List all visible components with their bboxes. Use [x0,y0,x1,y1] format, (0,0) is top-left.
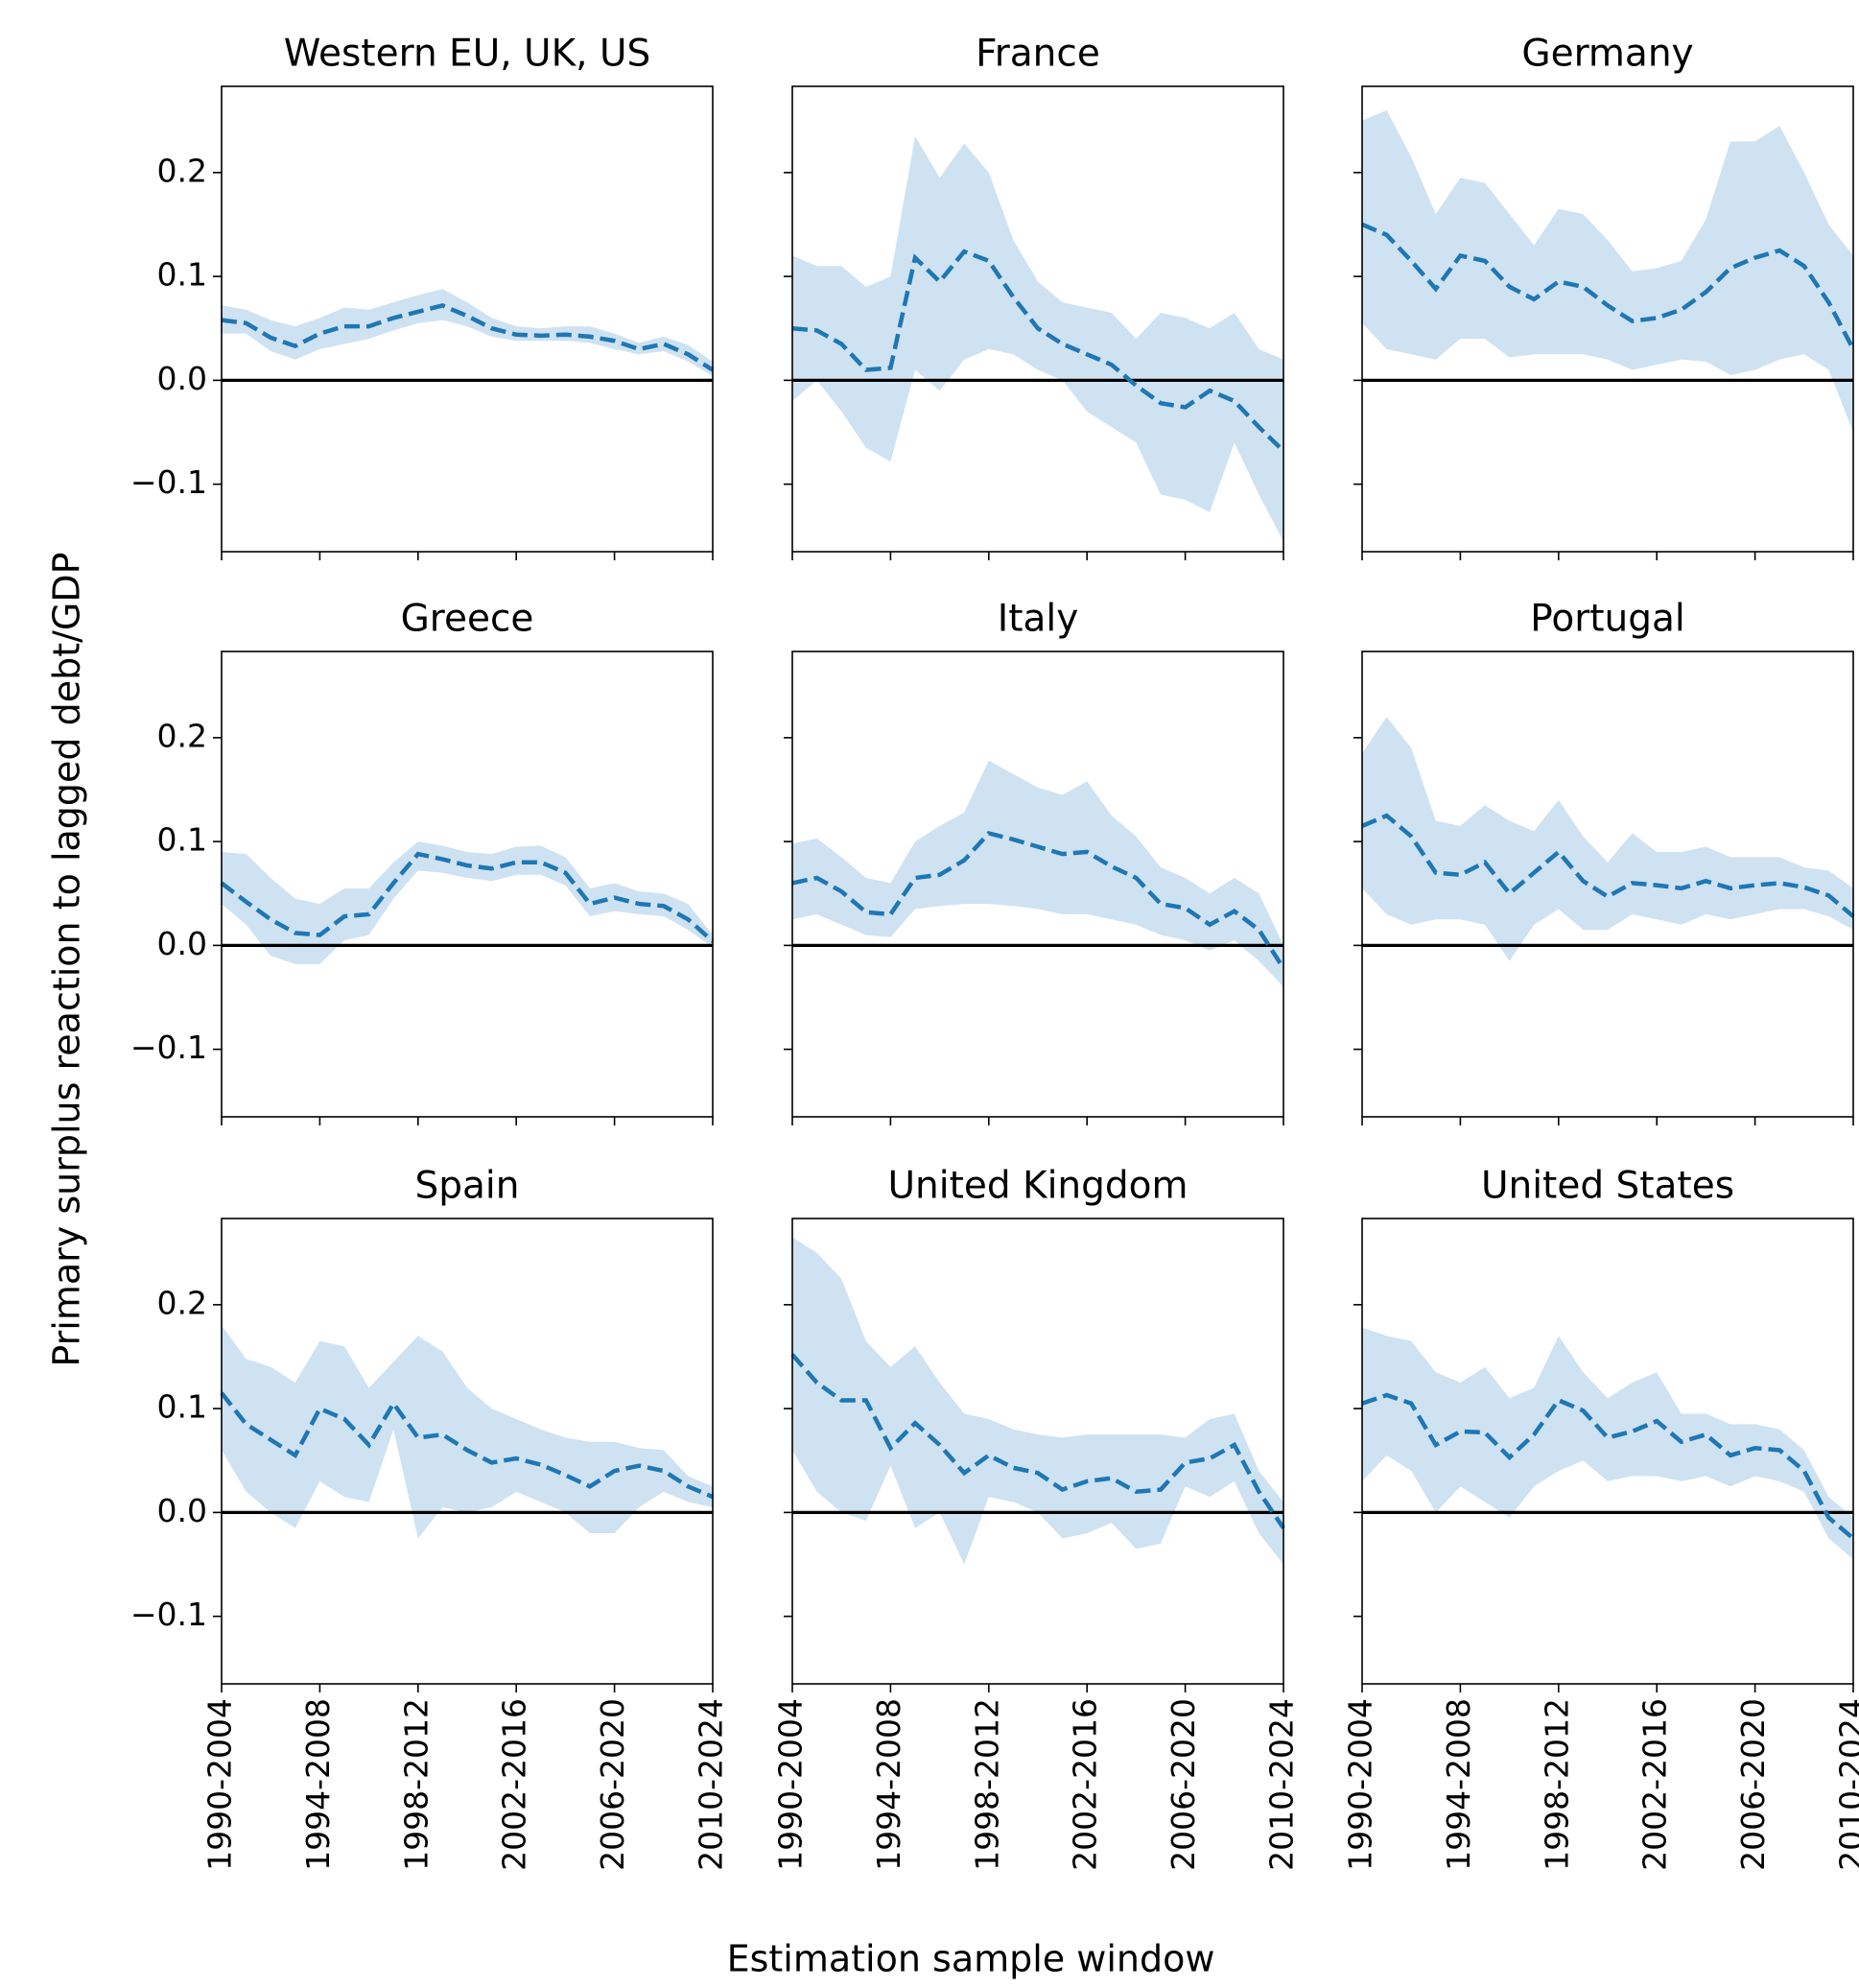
y-tick-label: 0.2 [157,717,207,754]
x-tick-label: 2006-2020 [594,1698,631,1871]
x-tick-label: 2002-2016 [1067,1698,1104,1871]
x-tick-label: 2010-2024 [1263,1698,1301,1871]
x-tick-label: 1998-2012 [397,1698,435,1871]
y-tick-label: −0.1 [130,1596,207,1633]
panel-title: Greece [401,598,534,641]
y-tick-label: 0.0 [157,925,207,962]
y-tick-label: −0.1 [130,1029,207,1066]
x-tick-label: 1990-2004 [772,1698,810,1871]
panel-title: Western EU, UK, US [284,33,651,76]
chart: Primary surplus reaction to lagged debt/… [0,0,1859,1988]
x-tick-label: 1990-2004 [201,1698,239,1871]
y-tick-label: 0.1 [157,821,207,859]
y-tick-label: 0.0 [157,360,207,397]
x-tick-label: 2006-2020 [1734,1698,1772,1871]
x-tick-label: 2002-2016 [496,1698,533,1871]
y-tick-label: 0.2 [157,152,207,189]
x-tick-label: 2010-2024 [1833,1698,1859,1871]
y-tick-label: −0.1 [130,463,207,501]
y-tick-label: 0.2 [157,1284,207,1321]
y-tick-label: 0.1 [157,256,207,294]
panel-title: Portugal [1530,598,1685,641]
x-tick-label: 1994-2008 [299,1698,337,1871]
x-tick-label: 2002-2016 [1636,1698,1674,1871]
x-tick-label: 1994-2008 [870,1698,907,1871]
x-tick-label: 1990-2004 [1342,1698,1379,1871]
x-tick-label: 1994-2008 [1440,1698,1477,1871]
panel-title: Italy [998,598,1079,641]
panel-title: Spain [415,1165,520,1208]
x-tick-label: 1998-2012 [968,1698,1005,1871]
panel-title: United Kingdom [887,1165,1188,1208]
x-tick-label: 2010-2024 [693,1698,730,1871]
x-axis-label: Estimation sample window [727,1938,1215,1980]
y-tick-label: 0.1 [157,1388,207,1426]
panel-title: Germany [1521,33,1693,76]
x-tick-label: 1998-2012 [1538,1698,1575,1871]
panel-title: France [976,33,1100,76]
y-tick-label: 0.0 [157,1492,207,1529]
x-tick-label: 2006-2020 [1165,1698,1202,1871]
page: Primary surplus reaction to lagged debt/… [0,0,1859,1988]
y-axis-label: Primary surplus reaction to lagged debt/… [46,552,88,1366]
panel-title: United States [1481,1165,1734,1208]
